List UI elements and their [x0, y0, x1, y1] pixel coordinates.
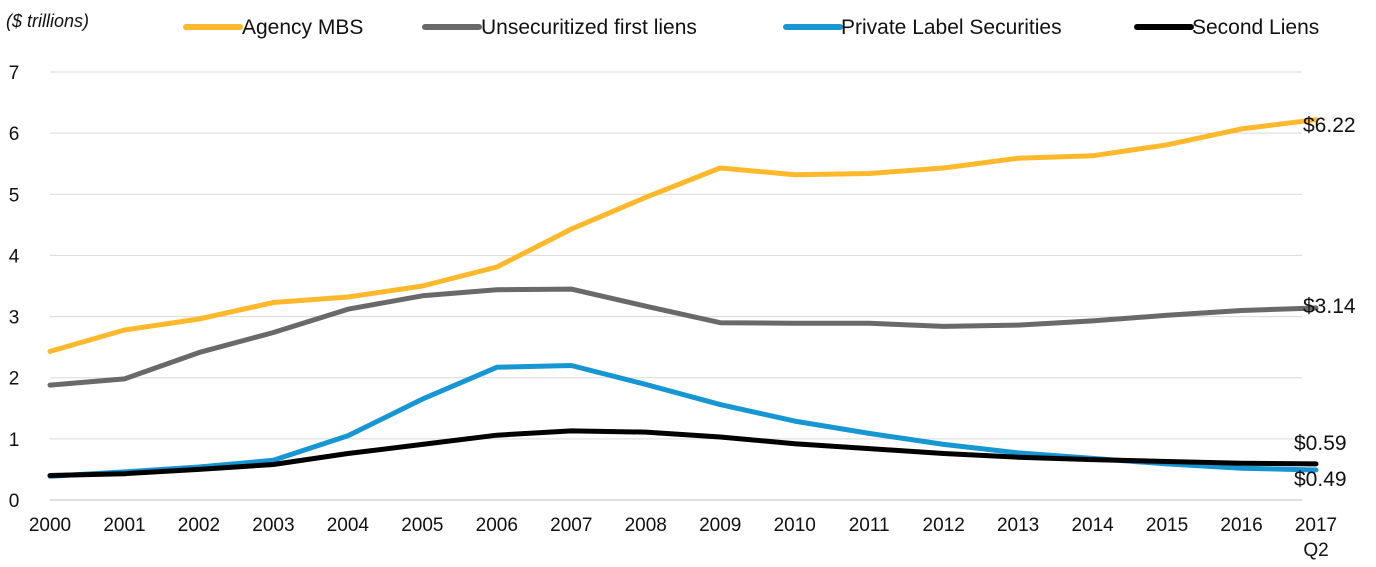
legend-label: Agency MBS [242, 16, 363, 39]
series-line-second-liens [47, 428, 1319, 478]
legend-label: Private Label Securities [841, 16, 1062, 39]
y-tick-label: 1 [9, 430, 20, 451]
y-tick-label: 0 [9, 491, 20, 512]
y-tick-label: 6 [9, 124, 20, 145]
end-value-label: $3.14 [1303, 295, 1356, 318]
x-tick-label: 2013 [997, 515, 1039, 536]
legend-item: Agency MBS [183, 16, 363, 39]
x-tick-label: 2000 [29, 515, 71, 536]
x-tick-label: 2012 [923, 515, 965, 536]
x-tick-label: 2014 [1071, 515, 1114, 536]
x-tick-label: 2003 [252, 515, 294, 536]
x-tick-label: 2008 [625, 515, 667, 536]
end-value-label: $0.59 [1294, 432, 1347, 455]
end-labels: $6.22 $3.14 $0.49 $0.59 [1294, 114, 1356, 491]
x-tick-label: 2004 [327, 515, 370, 536]
x-tick-label: 2007 [550, 515, 592, 536]
series-line-agency-mbs [47, 117, 1319, 354]
x-axis-ticks: 2000 2001 2002 2003 2004 2005 2006 2007 2008 2009… [29, 515, 1337, 561]
y-tick-label: 7 [9, 63, 20, 84]
x-tick-label: 2016 [1220, 515, 1262, 536]
y-tick-label: 4 [9, 246, 20, 267]
legend-item: Unsecuritized first liens [422, 16, 697, 39]
gridlines [50, 71, 1302, 501]
y-axis-ticks: 0 1 2 3 4 5 6 7 [9, 63, 20, 512]
legend-item: Second Liens [1134, 16, 1319, 39]
legend-label: Second Liens [1192, 16, 1319, 39]
y-tick-label: 2 [9, 369, 20, 390]
x-tick-label: 2002 [178, 515, 220, 536]
x-tick-sublabel: Q2 [1303, 540, 1328, 561]
series-lines [47, 117, 1319, 479]
x-tick-label: 2005 [401, 515, 443, 536]
x-tick-label: 2006 [476, 515, 518, 536]
legend: Agency MBS Unsecuritized first liens Priva… [183, 16, 1319, 39]
legend-item: Private Label Securities [783, 16, 1062, 39]
x-tick-label: 2015 [1146, 515, 1188, 536]
x-tick-label: 2017 [1295, 515, 1337, 536]
legend-label: Unsecuritized first liens [481, 16, 697, 39]
end-value-label: $6.22 [1303, 114, 1356, 137]
x-tick-label: 2011 [849, 515, 890, 536]
y-tick-label: 3 [9, 308, 20, 329]
x-tick-label: 2001 [103, 515, 145, 536]
x-tick-label: 2010 [774, 515, 816, 536]
y-tick-label: 5 [9, 185, 20, 206]
end-value-label: $0.49 [1294, 468, 1347, 491]
x-tick-label: 2009 [699, 515, 741, 536]
series-line-unsecuritized-first-liens [47, 286, 1319, 388]
unit-label: ($ trillions) [6, 11, 89, 31]
